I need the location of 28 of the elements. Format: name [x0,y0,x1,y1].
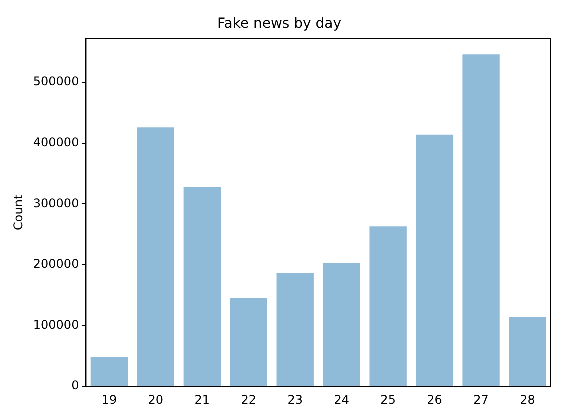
bar [184,187,221,386]
x-tick-label: 24 [334,392,350,407]
bar [370,226,407,386]
x-tick-label: 21 [194,392,210,407]
y-tick-label: 400000 [33,136,80,150]
x-tick-label: 25 [380,392,396,407]
y-tick-label: 300000 [33,196,80,210]
y-tick-label: 500000 [33,74,80,89]
x-tick-label: 20 [148,392,164,407]
x-tick-label: 26 [427,392,442,407]
x-tick-label: 19 [102,392,118,407]
bar [230,298,268,386]
bar [416,134,454,386]
bar [462,54,500,386]
bar [323,263,360,386]
y-tick-label: 200000 [33,257,80,272]
x-tick-label: 28 [520,392,536,407]
bar [276,274,314,386]
bar [509,317,546,386]
x-tick-label: 27 [474,392,489,407]
bar [90,357,128,386]
bar [137,128,175,386]
y-tick-label: 0 [72,378,80,393]
y-axis-title: Count [11,194,26,231]
x-tick-label: 23 [288,392,304,407]
chart-title: Fake news by day [217,16,342,32]
x-tick-label: 22 [241,392,257,407]
y-tick-label: 100000 [33,318,80,332]
